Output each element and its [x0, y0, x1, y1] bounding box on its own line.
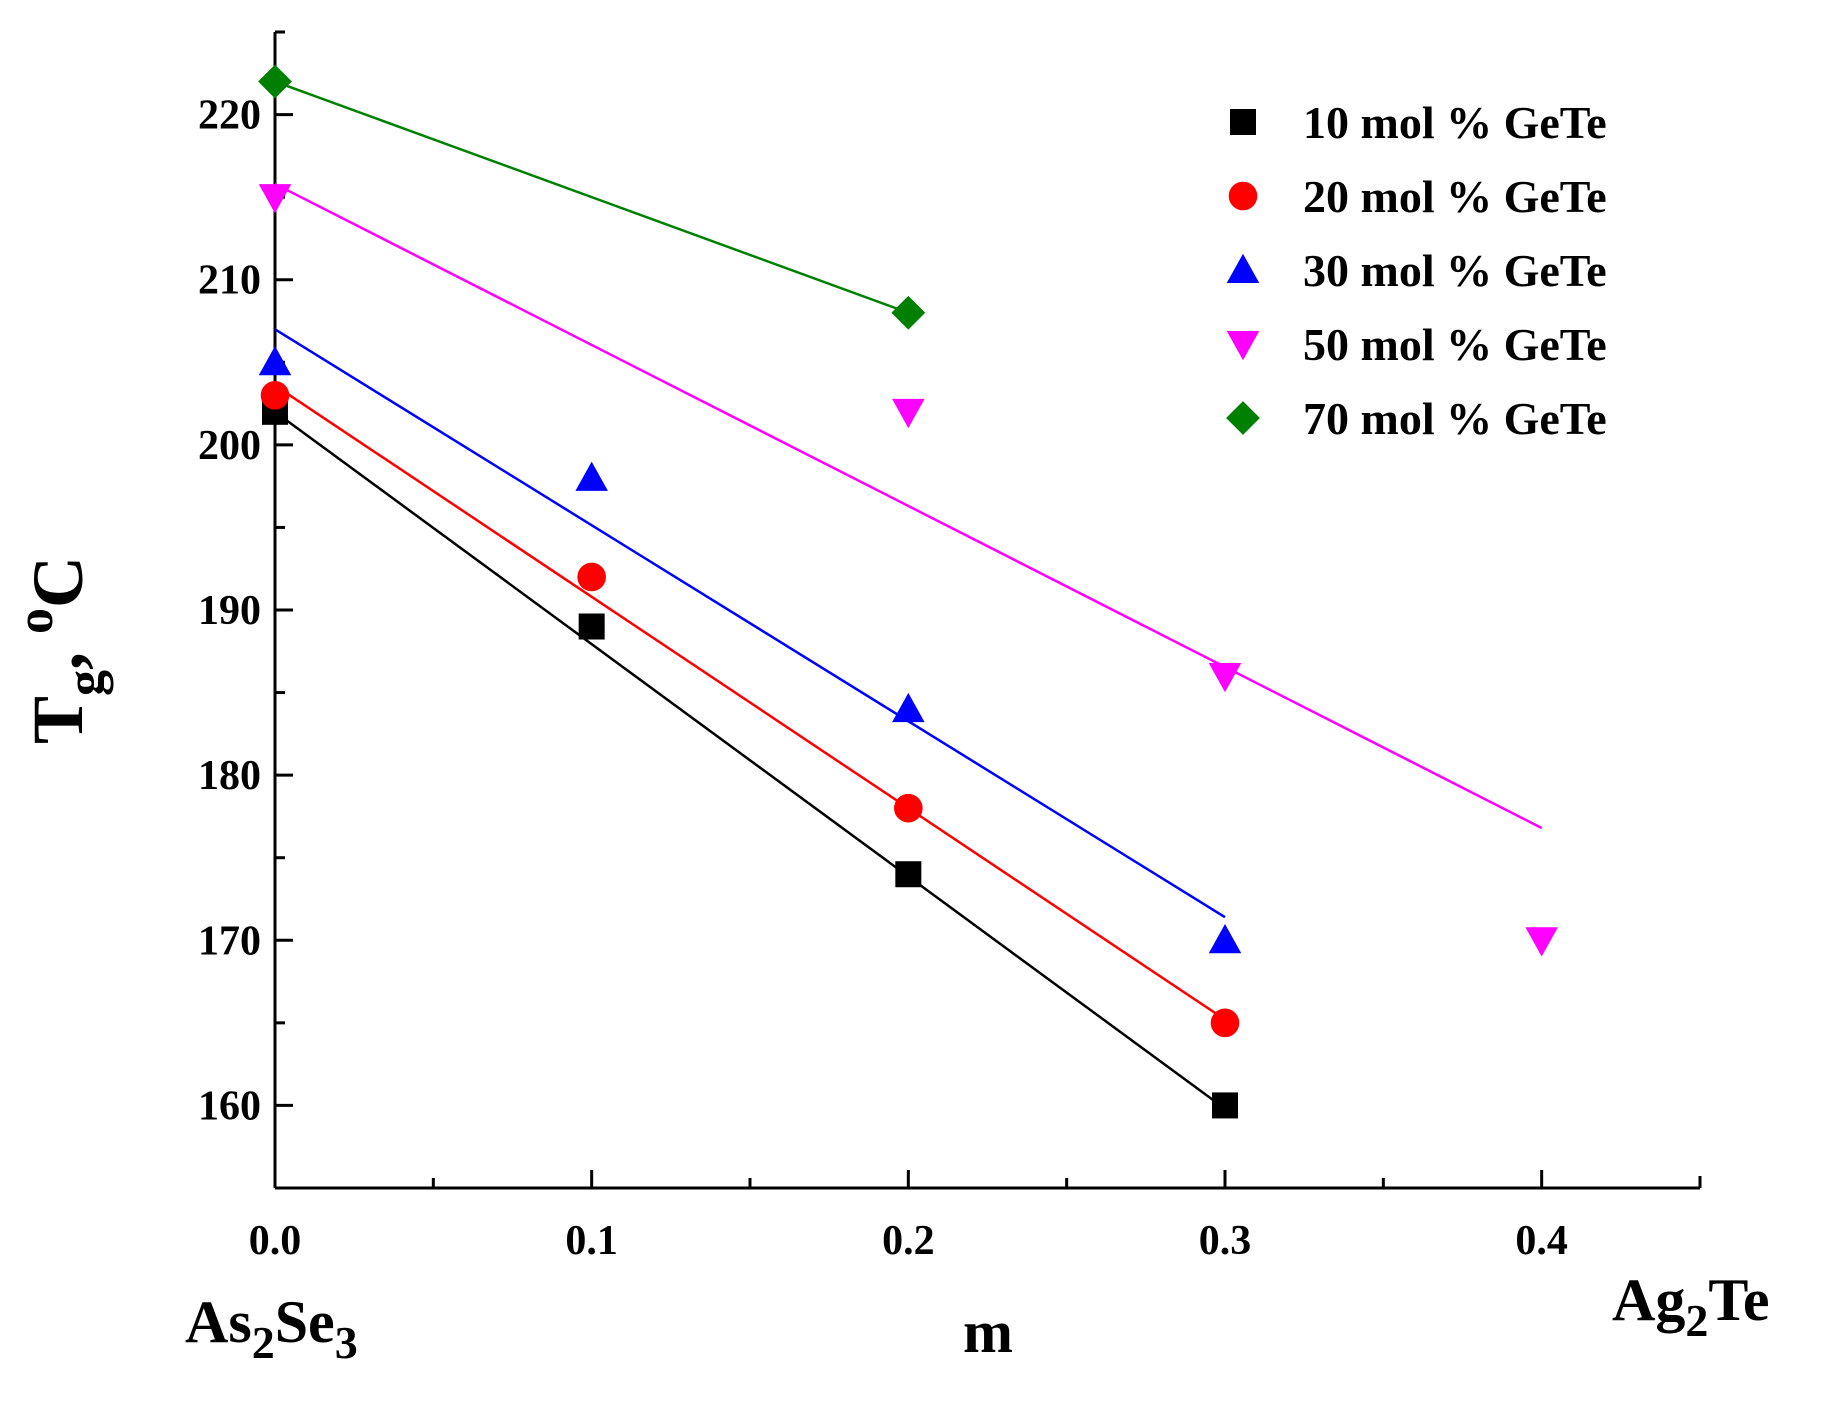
data-point-series-4 — [891, 295, 926, 330]
y-tick-label: 200 — [198, 423, 261, 469]
x-tick-label: 0.4 — [1515, 1218, 1568, 1264]
legend-label: 50 mol % GeTe — [1303, 319, 1607, 370]
fit-line-series-2 — [274, 328, 1226, 919]
y-axis-title-rest: , — [18, 634, 98, 670]
x-tick-label: 0.1 — [565, 1218, 618, 1264]
y-tick-label: 210 — [198, 258, 261, 304]
data-point-series-1 — [577, 562, 606, 592]
data-markers — [258, 64, 1558, 1119]
data-point-series-1 — [1210, 1008, 1240, 1038]
y-axis-title-unit: C — [18, 556, 98, 608]
y-tick-label: 190 — [198, 588, 261, 634]
data-point-series-0 — [1212, 1092, 1238, 1119]
data-point-series-0 — [895, 861, 922, 888]
data-point-series-3 — [258, 184, 292, 214]
y-tick-label: 160 — [198, 1083, 261, 1129]
x-tick-label: 0.3 — [1199, 1218, 1252, 1264]
data-point-series-2 — [1208, 924, 1242, 954]
legend-marker — [1228, 181, 1258, 211]
legend-marker — [1226, 253, 1260, 283]
data-point-series-3 — [892, 398, 925, 429]
fit-line-series-1 — [274, 384, 1226, 1021]
legend-label: 30 mol % GeTe — [1303, 245, 1607, 296]
legend-label: 20 mol % GeTe — [1303, 171, 1607, 222]
left-compound-label: As2Se3 — [185, 1289, 358, 1368]
legend-label: 10 mol % GeTe — [1303, 97, 1607, 148]
y-axis-title-sub: g — [57, 670, 114, 696]
legend-marker — [1226, 401, 1260, 435]
legend-label: 70 mol % GeTe — [1303, 393, 1607, 444]
y-tick-label: 220 — [198, 93, 261, 139]
data-point-series-2 — [258, 346, 292, 376]
legend-marker — [1230, 109, 1256, 135]
right-compound-label: Ag2Te — [1612, 1267, 1770, 1346]
data-point-series-4 — [258, 64, 292, 99]
fit-line-series-0 — [274, 410, 1226, 1110]
x-tick-label: 0.0 — [249, 1218, 302, 1264]
legend: 10 mol % GeTe 20 mol % GeTe 30 mol % GeTe 5… — [1226, 97, 1607, 444]
legend-marker — [1226, 331, 1260, 361]
y-tick-label: 180 — [198, 753, 261, 799]
y-axis-title-main: T — [18, 696, 98, 744]
x-tick-labels: 0.0 0.1 0.2 0.3 0.4 — [249, 1218, 1568, 1264]
data-point-series-3 — [1208, 663, 1242, 693]
y-tick-labels: 160 170 180 190 200 210 220 — [198, 93, 261, 1130]
x-axis-title: m — [963, 1299, 1013, 1365]
data-point-series-1 — [260, 381, 290, 410]
data-point-series-2 — [892, 692, 925, 723]
data-point-series-0 — [578, 613, 605, 640]
fit-lines — [274, 80, 1543, 1110]
data-point-series-2 — [575, 461, 608, 491]
x-tick-label: 0.2 — [882, 1218, 935, 1264]
y-tick-label: 170 — [198, 918, 261, 964]
fit-line-series-3 — [274, 182, 1543, 830]
fit-line-series-4 — [274, 80, 909, 314]
data-point-series-3 — [1525, 927, 1558, 957]
data-point-series-1 — [894, 793, 923, 823]
y-axis-title: Tg, oC — [7, 556, 114, 744]
y-axis-title-sup: o — [7, 608, 64, 634]
